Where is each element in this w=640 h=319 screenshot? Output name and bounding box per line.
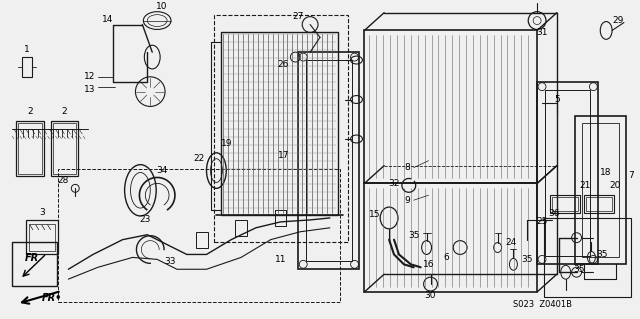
Bar: [544, 218, 631, 297]
Bar: [584, 195, 614, 213]
Text: 13: 13: [84, 85, 96, 94]
Bar: [26, 220, 58, 255]
Text: 30: 30: [425, 291, 436, 300]
Bar: [552, 197, 577, 211]
Bar: [586, 197, 612, 211]
Text: 2: 2: [27, 107, 33, 116]
Text: 35: 35: [408, 231, 419, 240]
Bar: [221, 33, 338, 215]
Text: 32: 32: [388, 179, 400, 188]
Text: 15: 15: [369, 211, 380, 219]
Bar: [18, 123, 42, 174]
Text: 27: 27: [292, 12, 304, 21]
Text: 29: 29: [612, 16, 624, 25]
Bar: [298, 52, 360, 269]
Text: 21: 21: [580, 181, 591, 190]
Bar: [545, 90, 590, 256]
Text: 35: 35: [573, 265, 584, 274]
Text: FR•: FR•: [42, 293, 62, 303]
Bar: [364, 30, 537, 183]
Text: 3: 3: [39, 208, 45, 217]
Bar: [575, 116, 626, 264]
Text: 23: 23: [140, 215, 151, 224]
Text: 2: 2: [61, 107, 67, 116]
Text: 14: 14: [102, 15, 113, 24]
Bar: [235, 220, 247, 236]
Bar: [550, 195, 580, 213]
Text: 28: 28: [58, 176, 69, 185]
Bar: [16, 121, 44, 175]
Text: 5: 5: [554, 95, 560, 104]
Bar: [22, 57, 32, 77]
Bar: [306, 60, 351, 261]
Text: 7: 7: [628, 171, 634, 180]
Text: 20: 20: [609, 181, 621, 190]
Text: 6: 6: [444, 253, 449, 262]
Text: 18: 18: [600, 168, 612, 177]
Text: 25: 25: [536, 217, 548, 226]
Bar: [29, 224, 54, 251]
Text: 19: 19: [221, 139, 232, 148]
Text: FR: FR: [25, 253, 39, 263]
Text: 34: 34: [156, 166, 168, 175]
Text: S023  Z0401B: S023 Z0401B: [513, 300, 572, 309]
Bar: [582, 123, 619, 257]
Text: 35: 35: [522, 255, 533, 264]
Text: 12: 12: [84, 72, 96, 81]
Text: 1: 1: [24, 45, 30, 54]
Text: 35: 35: [596, 250, 608, 259]
Text: 16: 16: [423, 260, 435, 269]
Text: 10: 10: [156, 2, 168, 11]
Bar: [58, 169, 340, 302]
Bar: [51, 121, 78, 175]
Bar: [214, 15, 348, 241]
Text: 36: 36: [548, 209, 559, 218]
Bar: [12, 241, 56, 286]
Text: 17: 17: [278, 151, 289, 160]
Text: 8: 8: [404, 163, 410, 172]
Bar: [275, 210, 287, 226]
Text: 11: 11: [275, 255, 286, 264]
Text: 31: 31: [536, 28, 548, 37]
Text: 26: 26: [278, 61, 289, 70]
Bar: [52, 123, 76, 174]
Text: 9: 9: [404, 196, 410, 205]
Bar: [364, 183, 537, 292]
Bar: [196, 232, 207, 248]
Text: 33: 33: [164, 257, 176, 266]
Text: 24: 24: [506, 238, 517, 247]
Bar: [537, 82, 598, 264]
Text: 22: 22: [193, 154, 204, 163]
